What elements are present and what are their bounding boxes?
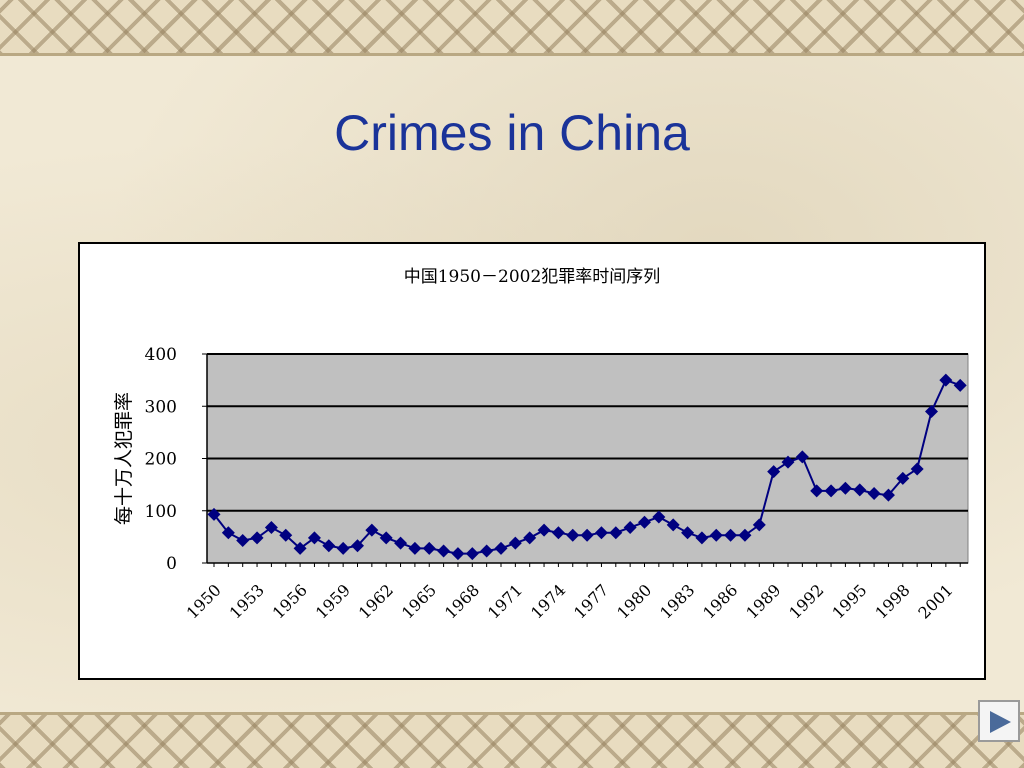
data-point — [795, 450, 809, 464]
data-point — [494, 541, 508, 555]
line-chart: 中国1950－2002犯罪率时间序列 0 100 200 300 400 每十万人犯罪率 19… — [113, 267, 969, 623]
data-point — [939, 373, 953, 387]
data-point — [465, 547, 479, 561]
x-tick-label: 1965 — [398, 580, 440, 622]
x-tick-label: 1998 — [871, 580, 913, 622]
data-point — [422, 541, 436, 555]
x-tick-label: 1959 — [312, 580, 354, 622]
play-right-icon — [990, 711, 1011, 733]
data-point — [293, 541, 307, 555]
data-point — [580, 528, 594, 542]
data-point — [523, 531, 537, 545]
data-point — [896, 471, 910, 485]
data-point — [681, 526, 695, 540]
data-point — [307, 531, 321, 545]
x-tick-label: 1992 — [785, 580, 827, 622]
data-point — [379, 531, 393, 545]
data-point — [867, 487, 881, 501]
data-point — [638, 515, 651, 529]
data-point — [824, 484, 838, 498]
x-tick-label: 1953 — [226, 580, 268, 622]
x-tick-label: 2001 — [914, 580, 956, 622]
x-tick-label: 1977 — [570, 580, 612, 622]
data-point — [666, 518, 680, 532]
data-point — [623, 520, 637, 534]
x-tick-label: 1986 — [699, 580, 741, 622]
x-tick-label: 1968 — [441, 580, 483, 622]
data-point — [709, 528, 723, 542]
data-point — [810, 484, 824, 498]
next-slide-button[interactable] — [978, 700, 1020, 742]
data-point — [508, 536, 522, 550]
data-point — [551, 526, 565, 540]
y-axis-label: 每十万人犯罪率 — [113, 392, 135, 525]
x-tick-label: 1989 — [742, 580, 784, 622]
x-tick-label: 1956 — [269, 580, 311, 622]
x-tick-label: 1995 — [828, 580, 870, 622]
data-point — [451, 547, 465, 561]
data-point — [437, 544, 451, 558]
data-point — [853, 483, 867, 497]
data-point — [351, 539, 364, 553]
data-point — [236, 534, 250, 548]
chart-title: 中国1950－2002犯罪率时间序列 — [404, 267, 661, 287]
x-tick-label: 1962 — [355, 580, 397, 622]
data-point — [322, 539, 336, 553]
data-point — [910, 462, 924, 476]
y-tick-label: 0 — [166, 554, 177, 574]
slide-title: Crimes in China — [334, 105, 690, 161]
data-point — [394, 536, 408, 550]
data-point — [594, 526, 608, 540]
data-point — [279, 528, 293, 542]
data-point — [925, 404, 938, 418]
y-tick-label: 100 — [145, 502, 177, 522]
data-point — [652, 510, 666, 524]
data-point — [752, 518, 766, 532]
data-point — [838, 481, 852, 495]
data-point — [207, 507, 221, 521]
data-point — [537, 523, 551, 537]
data-point — [264, 520, 278, 534]
data-point — [480, 544, 494, 558]
x-tick-label: 1950 — [183, 580, 225, 622]
y-tick-label: 300 — [145, 397, 177, 417]
data-point — [881, 488, 895, 502]
data-point — [336, 541, 350, 555]
data-point — [724, 528, 738, 542]
data-point — [609, 526, 623, 540]
decorative-border-bottom — [0, 712, 1024, 768]
chart-container: 中国1950－2002犯罪率时间序列 0 100 200 300 400 每十万人犯罪率 19… — [78, 242, 986, 680]
x-tick-label: 1974 — [527, 580, 569, 622]
data-point — [250, 531, 264, 545]
y-tick-label: 400 — [145, 345, 177, 365]
x-tick-label: 1971 — [484, 580, 526, 622]
data-point — [408, 541, 422, 555]
data-point — [738, 528, 752, 542]
data-point — [767, 465, 781, 479]
x-tick-label: 1983 — [656, 580, 698, 622]
data-point — [695, 531, 709, 545]
data-point — [953, 378, 967, 392]
data-point — [365, 523, 379, 537]
y-tick-label: 200 — [145, 450, 177, 470]
decorative-border-top — [0, 0, 1024, 56]
x-tick-label: 1980 — [613, 580, 655, 622]
data-point — [781, 455, 795, 469]
data-point — [566, 528, 580, 542]
data-point — [221, 526, 235, 540]
